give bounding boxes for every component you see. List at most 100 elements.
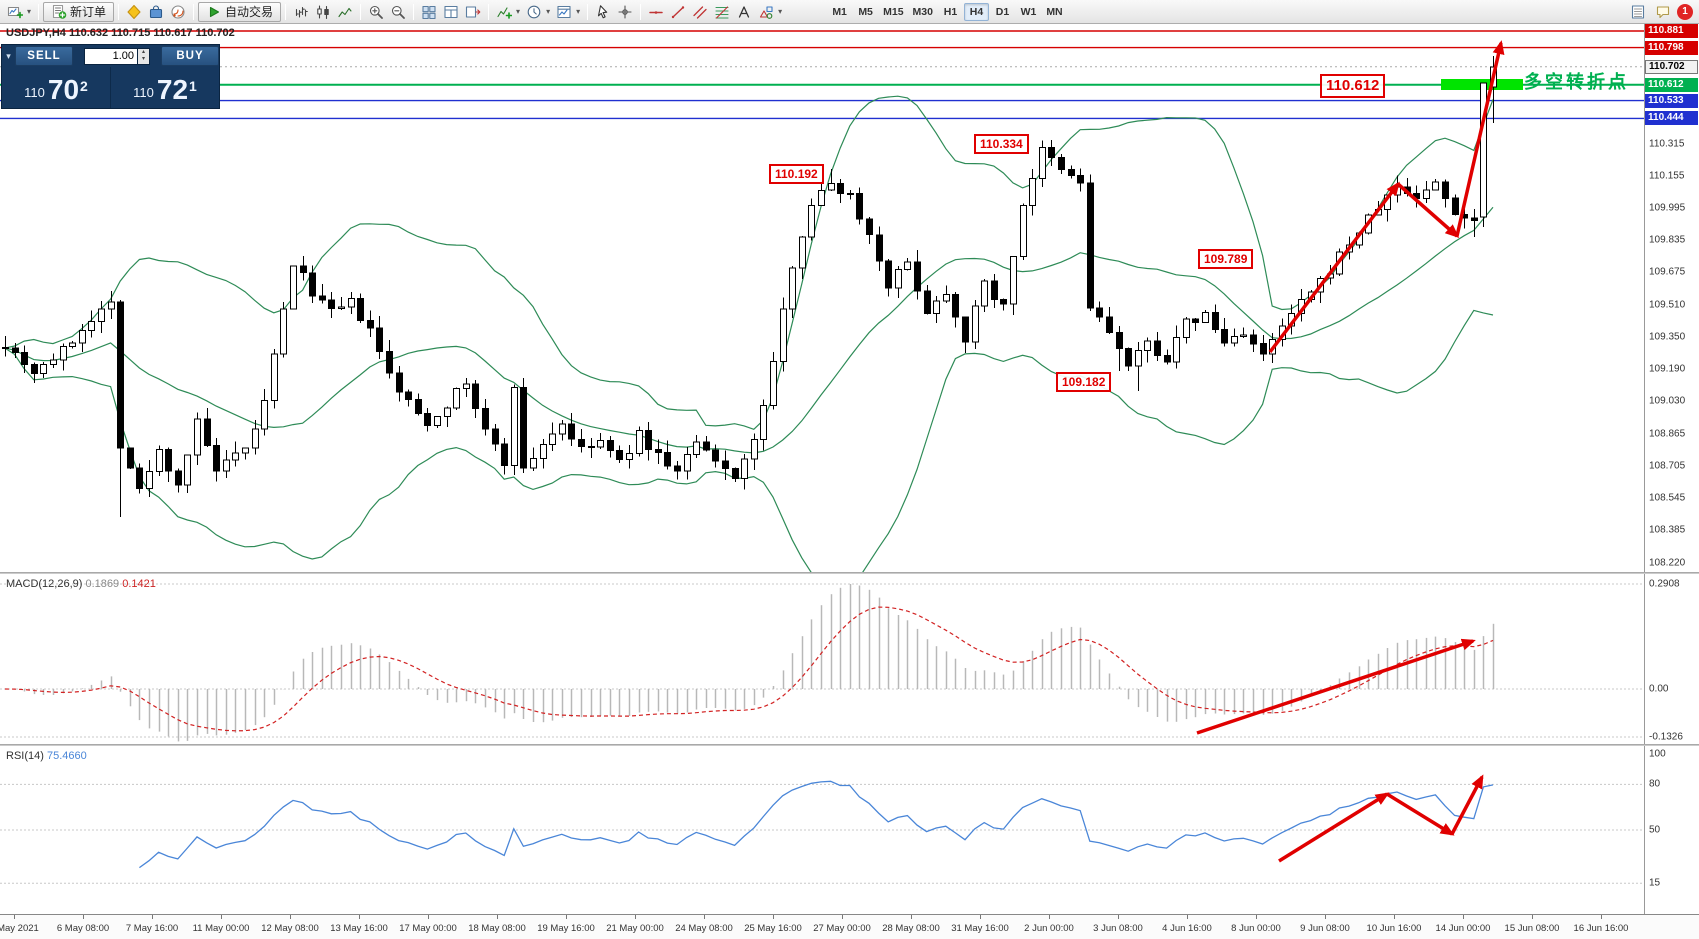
timeframe-mn[interactable]: MN bbox=[1042, 3, 1067, 21]
pane-separator[interactable] bbox=[0, 572, 1699, 574]
cursor-tool-button[interactable] bbox=[592, 2, 614, 22]
channel-icon bbox=[692, 4, 708, 20]
fibo-icon bbox=[714, 4, 730, 20]
rsi-pane[interactable]: RSI(14) 75.4660 100 80 50 15 bbox=[0, 746, 1699, 914]
line-chart-mode-button[interactable] bbox=[334, 2, 356, 22]
time-label: 28 May 08:00 bbox=[882, 923, 940, 934]
toolbar-separator bbox=[38, 3, 40, 20]
trendline-tool-button[interactable] bbox=[667, 2, 689, 22]
spinner-up-icon[interactable]: ▴ bbox=[141, 48, 145, 55]
macd-signal-value: 0.1421 bbox=[122, 578, 156, 590]
bar-chart-mode-button[interactable] bbox=[290, 2, 312, 22]
price-axis-tick: 108.865 bbox=[1649, 428, 1686, 440]
main-chart-pane[interactable]: USDJPY,H4 110.632 110.715 110.617 110.70… bbox=[0, 24, 1699, 572]
timeframe-d1[interactable]: D1 bbox=[990, 3, 1015, 21]
time-tick bbox=[428, 915, 429, 919]
fibonacci-tool-button[interactable] bbox=[711, 2, 733, 22]
buy-price-button[interactable]: 110 72 1 bbox=[111, 67, 219, 108]
auto-trading-label: 自动交易 bbox=[225, 5, 274, 19]
trade-panel-collapse-icon[interactable]: ▾ bbox=[6, 50, 11, 61]
tline-icon bbox=[670, 4, 686, 20]
spinner-down-icon[interactable]: ▾ bbox=[141, 56, 145, 62]
time-label: 6 May 08:00 bbox=[56, 923, 110, 934]
notification-badge[interactable]: 1 bbox=[1677, 3, 1693, 20]
tile-windows-button[interactable] bbox=[418, 2, 440, 22]
price-axis-tick: 110.155 bbox=[1649, 170, 1685, 182]
mql5-community-button[interactable] bbox=[123, 2, 145, 22]
volume-input[interactable] bbox=[84, 47, 138, 65]
timeframe-h4[interactable]: H4 bbox=[963, 2, 989, 21]
rsi-axis-label: 15 bbox=[1649, 877, 1661, 889]
macd-plot[interactable] bbox=[0, 574, 1699, 744]
price-axis-marker: 110.881 bbox=[1645, 24, 1698, 38]
new-order-button[interactable]: 新订单 bbox=[43, 1, 115, 22]
price-axis-tick: 109.030 bbox=[1649, 395, 1686, 407]
time-tick bbox=[1049, 915, 1050, 919]
template-icon bbox=[556, 4, 572, 20]
sell-button[interactable]: SELL bbox=[15, 46, 73, 66]
templates-button[interactable]: ▾ bbox=[553, 2, 583, 22]
timeframe-w1[interactable]: W1 bbox=[1016, 3, 1041, 21]
price-annotation-label[interactable]: 110.334 bbox=[974, 134, 1029, 155]
time-label: 2 Jun 00:00 bbox=[1024, 923, 1074, 934]
price-axis-tick: 109.350 bbox=[1649, 331, 1686, 343]
toolbar-separator bbox=[360, 3, 362, 20]
zoom-out-button[interactable] bbox=[387, 2, 409, 22]
arrange-windows-button[interactable] bbox=[440, 2, 462, 22]
buy-price-small: 110 bbox=[133, 85, 154, 101]
macd-pane[interactable]: MACD(12,26,9) 0.1869 0.1421 0.2908 0.00 -0… bbox=[0, 574, 1699, 744]
time-label: 10 Jun 16:00 bbox=[1366, 923, 1422, 934]
depth-of-market-button[interactable] bbox=[1627, 2, 1649, 22]
time-tick bbox=[14, 915, 15, 919]
indicators-button[interactable]: ▾ bbox=[493, 2, 523, 22]
buy-button[interactable]: BUY bbox=[161, 46, 219, 66]
zoom-in-button[interactable] bbox=[365, 2, 387, 22]
candle-chart-mode-button[interactable] bbox=[312, 2, 334, 22]
timeframe-m1[interactable]: M1 bbox=[827, 3, 852, 21]
time-label: 16 Jun 16:00 bbox=[1573, 923, 1629, 934]
price-axis-tick: 108.705 bbox=[1649, 460, 1686, 472]
price-annotation-label[interactable]: 109.182 bbox=[1056, 372, 1112, 393]
chartplus-icon bbox=[7, 4, 23, 20]
sell-price-button[interactable]: 110 70 2 bbox=[2, 67, 111, 108]
annotation-text[interactable]: 多空转折点 bbox=[1524, 72, 1629, 92]
pane-separator[interactable] bbox=[0, 744, 1699, 746]
channel-tool-button[interactable] bbox=[689, 2, 711, 22]
time-tick bbox=[497, 915, 498, 919]
time-tick bbox=[1256, 915, 1257, 919]
periods-button[interactable]: ▾ bbox=[523, 2, 553, 22]
time-tick bbox=[290, 915, 291, 919]
signal-icon bbox=[170, 4, 186, 20]
macd-label: MACD(12,26,9) 0.1869 0.1421 bbox=[6, 578, 156, 590]
price-annotation-label[interactable]: 109.789 bbox=[1198, 249, 1254, 270]
timeframe-m30[interactable]: M30 bbox=[909, 3, 937, 21]
community-chat-button[interactable] bbox=[1652, 2, 1674, 22]
timeframe-m5[interactable]: M5 bbox=[853, 3, 878, 21]
toolbar: ▾ 新订单 自动交易 ▾ ▾ ▾ ▾ M1 M5 M15 M30 H1 H4 D1 W1 MN 1 bbox=[0, 0, 1699, 24]
crosshair-tool-button[interactable] bbox=[614, 2, 636, 22]
time-axis[interactable]: 6 May 2021 6 May 08:00 7 May 16:00 11 May 0… bbox=[0, 914, 1699, 939]
rsi-plot[interactable] bbox=[0, 746, 1699, 914]
horizontal-line-tool-button[interactable] bbox=[645, 2, 667, 22]
text-tool-button[interactable] bbox=[733, 2, 755, 22]
dropdown-arrow-icon: ▾ bbox=[778, 7, 783, 16]
volume-spinner[interactable]: ▴ ▾ bbox=[138, 47, 150, 65]
auto-trading-button[interactable]: 自动交易 bbox=[198, 1, 282, 22]
price-axis-tick: 108.220 bbox=[1649, 557, 1686, 569]
timeframe-m15[interactable]: M15 bbox=[879, 3, 907, 21]
price-axis-tick: 109.835 bbox=[1649, 234, 1686, 246]
price-chart-plot[interactable] bbox=[0, 24, 1699, 572]
new-chart-button[interactable]: ▾ bbox=[4, 2, 34, 22]
price-annotation-label[interactable]: 110.192 bbox=[769, 164, 824, 185]
market-button[interactable] bbox=[145, 2, 167, 22]
macd-axis-label: 0.00 bbox=[1649, 683, 1669, 695]
price-annotation-label[interactable]: 110.612 bbox=[1320, 74, 1386, 99]
price-axis-tick: 110.315 bbox=[1649, 138, 1685, 150]
sell-price-small: 110 bbox=[24, 85, 45, 101]
time-label: 12 May 08:00 bbox=[261, 923, 319, 934]
signals-button[interactable] bbox=[167, 2, 189, 22]
timeframe-h1[interactable]: H1 bbox=[938, 3, 963, 21]
shapes-tool-button[interactable]: ▾ bbox=[755, 2, 785, 22]
chart-shift-button[interactable] bbox=[462, 2, 484, 22]
